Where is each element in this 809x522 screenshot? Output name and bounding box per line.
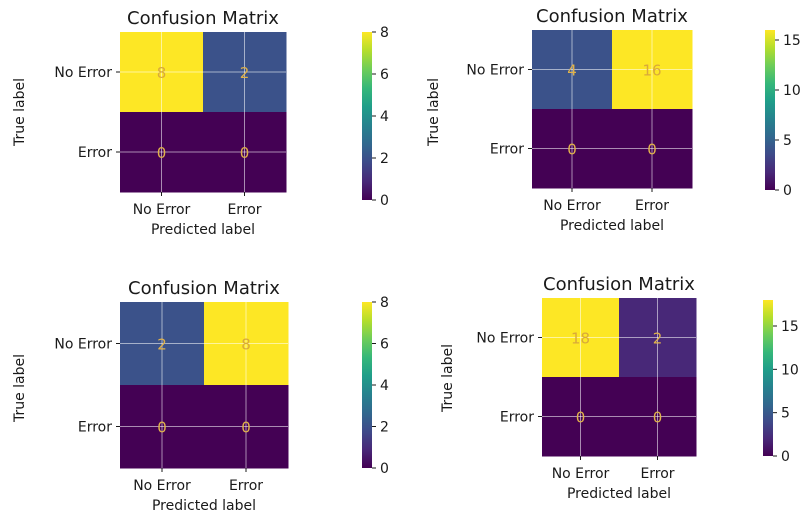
colorbar-tick-label: 4 xyxy=(380,378,389,394)
colorbar xyxy=(763,300,773,456)
colorbar-tick-label: 2 xyxy=(380,151,389,167)
cell-value-label: 0 xyxy=(567,141,577,159)
colorbar xyxy=(362,32,372,200)
confusion-matrix-panel-3: Confusion Matrix 2 8 0 0 No Error Error No Erro… xyxy=(12,278,389,514)
cell-value-label: 0 xyxy=(157,419,167,437)
confusion-matrix-panel-2: Confusion Matrix 4 16 0 0 No Error Error No Err… xyxy=(426,6,801,234)
x-tick-label: No Error xyxy=(133,478,191,494)
cell-value-label: 18 xyxy=(571,330,590,348)
colorbar-tick-label: 0 xyxy=(380,461,389,477)
colorbar-tick-label: 0 xyxy=(783,183,792,199)
colorbar-tick-label: 4 xyxy=(380,109,389,125)
confusion-matrix-panel-4: Confusion Matrix 18 2 0 0 No Error Error No Err… xyxy=(440,274,799,502)
y-tick-label: No Error xyxy=(54,65,112,81)
chart-title: Confusion Matrix xyxy=(127,8,279,29)
cell-value-label: 2 xyxy=(240,64,250,82)
cell-value-label: 0 xyxy=(240,144,250,162)
x-axis-label: Predicted label xyxy=(560,218,664,234)
x-axis-label: Predicted label xyxy=(567,486,671,502)
y-axis-label: True label xyxy=(12,78,28,147)
cell-value-label: 0 xyxy=(241,419,251,437)
x-axis-label: Predicted label xyxy=(151,222,255,238)
y-tick-label: Error xyxy=(78,420,112,436)
x-tick-label: Error xyxy=(635,198,669,214)
chart-title: Confusion Matrix xyxy=(543,274,695,295)
x-tick-label: No Error xyxy=(133,202,191,218)
colorbar-tick-label: 10 xyxy=(781,362,799,378)
x-tick-label: No Error xyxy=(543,198,601,214)
y-tick-label: No Error xyxy=(54,337,112,353)
colorbar xyxy=(362,302,372,468)
colorbar-tick-label: 2 xyxy=(380,420,389,436)
x-tick-label: Error xyxy=(229,478,263,494)
y-axis-label: True label xyxy=(12,354,28,423)
colorbar xyxy=(765,30,775,190)
cell-value-label: 0 xyxy=(576,409,586,427)
colorbar-tick-label: 6 xyxy=(380,67,389,83)
y-tick-label: Error xyxy=(490,142,524,158)
x-axis-label: Predicted label xyxy=(152,498,256,514)
colorbar-tick-label: 10 xyxy=(783,83,801,99)
colorbar-tick-label: 8 xyxy=(380,295,389,311)
x-tick-label: Error xyxy=(640,466,674,482)
colorbar-tick-label: 5 xyxy=(781,406,790,422)
cell-value-label: 8 xyxy=(241,336,251,354)
chart-title: Confusion Matrix xyxy=(536,6,688,27)
cell-value-label: 2 xyxy=(157,336,167,354)
cell-value-label: 8 xyxy=(157,64,167,82)
colorbar-tick-label: 6 xyxy=(380,337,389,353)
x-tick-label: No Error xyxy=(552,466,610,482)
colorbar-tick-label: 0 xyxy=(781,449,790,465)
cell-value-label: 4 xyxy=(567,62,577,80)
cell-value-label: 16 xyxy=(642,62,661,80)
colorbar-tick-label: 15 xyxy=(783,33,801,49)
colorbar-tick-label: 5 xyxy=(783,133,792,149)
colorbar-tick-label: 0 xyxy=(380,193,389,209)
cell-value-label: 0 xyxy=(647,141,657,159)
colorbar-tick-label: 8 xyxy=(380,25,389,41)
y-tick-label: Error xyxy=(78,145,112,161)
y-axis-label: True label xyxy=(426,78,442,147)
y-tick-label: No Error xyxy=(476,331,534,347)
y-tick-label: Error xyxy=(500,410,534,426)
y-tick-label: No Error xyxy=(466,63,524,79)
confusion-matrix-panel-1: Confusion Matrix 8 2 0 0 No Error Error No Erro… xyxy=(12,8,389,238)
cell-value-label: 0 xyxy=(157,144,167,162)
cell-value-label: 0 xyxy=(653,409,663,427)
y-axis-label: True label xyxy=(440,344,456,413)
cell-value-label: 2 xyxy=(653,330,663,348)
chart-title: Confusion Matrix xyxy=(128,278,280,299)
colorbar-tick-label: 15 xyxy=(781,319,799,335)
x-tick-label: Error xyxy=(227,202,261,218)
